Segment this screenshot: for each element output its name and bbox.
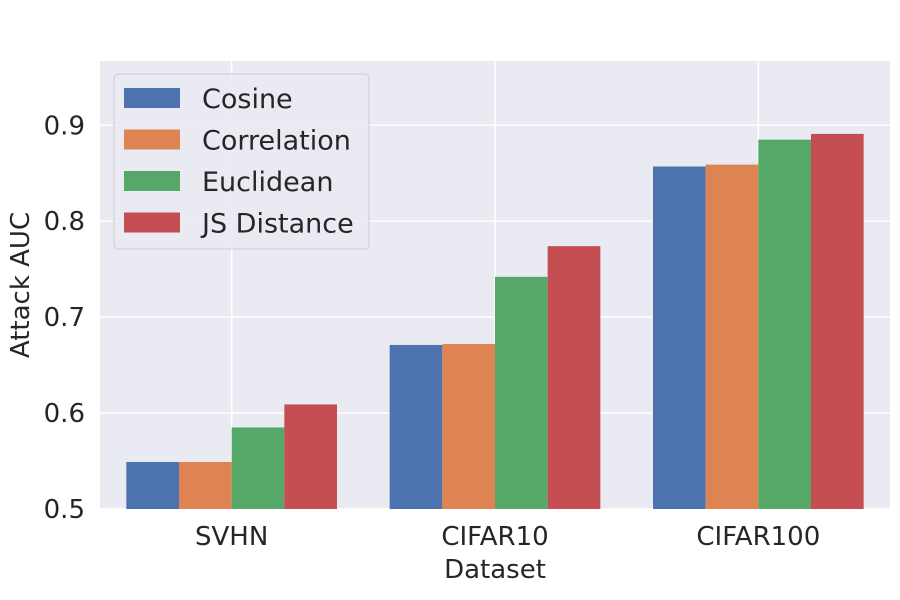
legend-swatch bbox=[124, 88, 180, 108]
legend-swatch bbox=[124, 129, 180, 150]
bar-js-distance-cifar10 bbox=[547, 246, 601, 509]
bar-euclidean-svhn bbox=[231, 427, 285, 509]
bar-cosine-cifar100 bbox=[653, 166, 706, 509]
y-axis-label: Attack AUC bbox=[6, 212, 36, 358]
bar-js-distance-cifar100 bbox=[811, 133, 864, 509]
x-tick-label: CIFAR10 bbox=[441, 522, 548, 552]
y-tick-label: 0.5 bbox=[44, 495, 85, 525]
y-tick-label: 0.9 bbox=[44, 111, 85, 141]
y-axis-ticks: 0.5 0.6 0.7 0.8 0.9 bbox=[44, 111, 85, 525]
legend-swatch bbox=[124, 212, 180, 233]
y-tick-label: 0.7 bbox=[44, 303, 85, 333]
legend-label: Correlation bbox=[202, 126, 351, 157]
bar-cosine-cifar10 bbox=[389, 344, 443, 509]
legend-label: JS Distance bbox=[200, 209, 354, 240]
x-tick-label: SVHN bbox=[195, 522, 268, 552]
bar-correlation-svhn bbox=[179, 461, 232, 509]
bar-euclidean-cifar100 bbox=[758, 139, 811, 509]
legend-label: Euclidean bbox=[202, 167, 333, 198]
bar-cosine-svhn bbox=[126, 461, 179, 509]
bar-correlation-cifar100 bbox=[705, 164, 759, 509]
x-axis-label: Dataset bbox=[444, 555, 546, 585]
legend-swatch bbox=[124, 171, 180, 191]
legend-label: Cosine bbox=[202, 84, 293, 115]
bar-js-distance-svhn bbox=[284, 404, 337, 509]
bar-euclidean-cifar10 bbox=[495, 276, 548, 509]
x-axis-ticks: SVHN CIFAR10 CIFAR100 bbox=[195, 522, 820, 552]
bars bbox=[126, 133, 864, 509]
bar-correlation-cifar10 bbox=[442, 343, 495, 509]
y-tick-label: 0.8 bbox=[44, 207, 85, 237]
legend-frame bbox=[113, 73, 370, 250]
legend: Cosine Correlation Euclidean JS Distance bbox=[113, 73, 370, 250]
y-tick-label: 0.6 bbox=[44, 399, 85, 429]
x-tick-label: CIFAR100 bbox=[696, 522, 820, 552]
